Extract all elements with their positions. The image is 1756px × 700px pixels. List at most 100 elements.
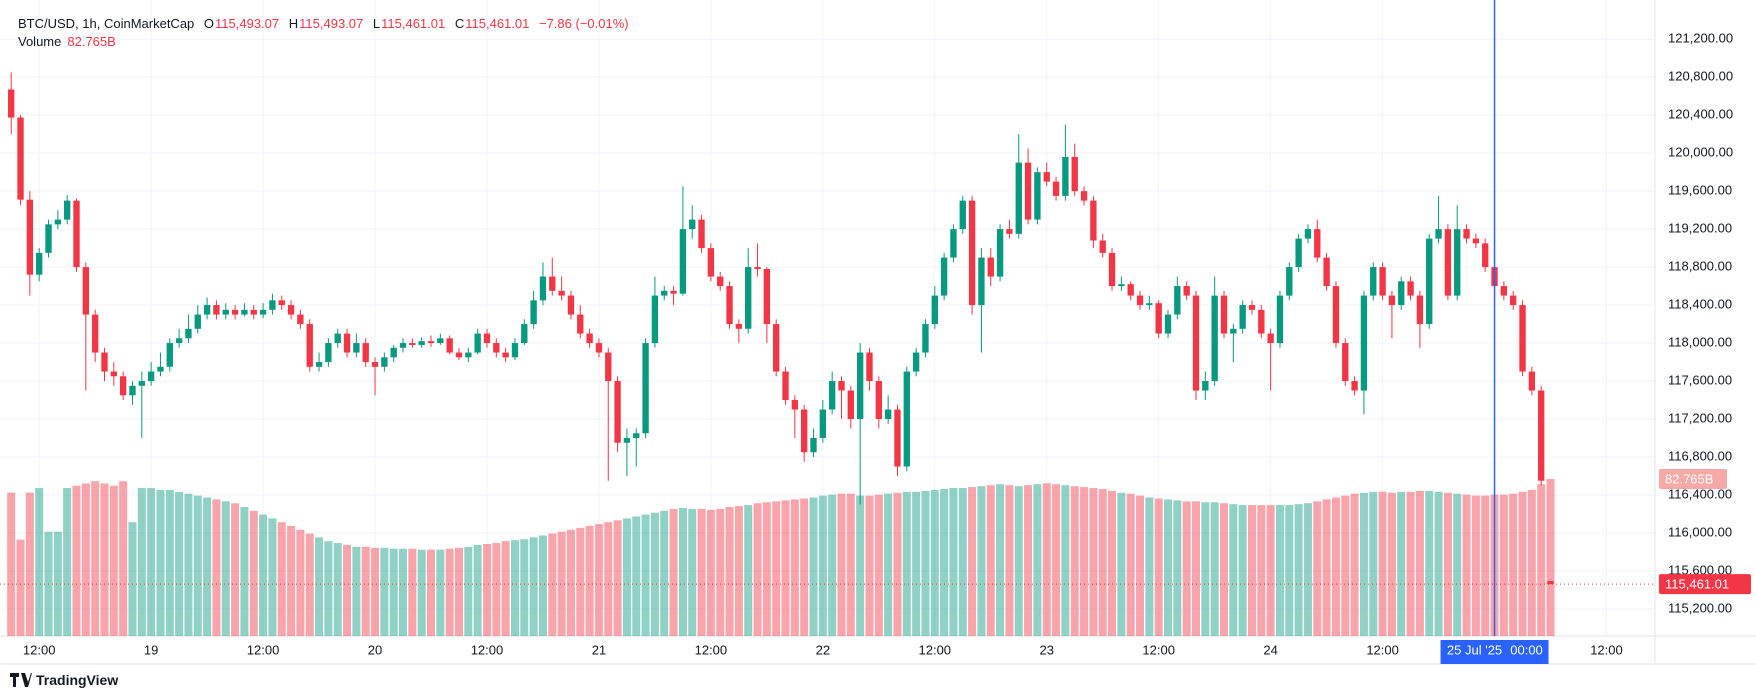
candle-body [241,309,248,315]
volume-bar [641,514,650,636]
y-tick-label: 116,000.00 [1668,524,1732,539]
candle-body [968,200,976,306]
candle-body [427,341,435,344]
volume-bar [800,498,809,636]
candle-body [763,268,771,325]
volume-bar [520,539,529,636]
branding-text: TradingView [36,672,119,688]
candle-body [1136,295,1144,306]
volume-bar [734,506,743,636]
candle-body [1426,238,1433,325]
candle-body [745,267,752,329]
candle-body [987,257,994,277]
candle-body [810,438,817,453]
candle-body [1407,281,1414,296]
volume-bar [1238,505,1247,636]
volume-bar [1275,505,1284,636]
candle-body [539,276,547,301]
candle-body [455,352,463,358]
volume-bar [436,549,445,636]
y-tick-label: 118,800.00 [1668,259,1732,274]
x-tick-label: 12:00 [695,642,728,657]
volume-bar [175,491,184,636]
volume-bar [968,487,977,636]
volume-bar [1285,505,1294,636]
candle-body [717,276,724,287]
volume-bar [996,484,1005,636]
candle-body [73,200,80,268]
candle-body [1472,238,1480,244]
candle-body [819,409,827,439]
candle-body [269,300,276,310]
volume-bar [1229,504,1238,636]
y-tick-label: 116,400.00 [1668,486,1732,501]
candle-body [698,219,705,249]
volume-bar [986,485,995,636]
candle-body [1099,240,1106,253]
last-price-label: 115,461.01 [1665,577,1729,592]
candle-body [1351,381,1358,391]
volume-bar [837,493,846,636]
candle-body [1164,314,1172,334]
volume-bar [781,500,790,636]
volume-bar [53,531,62,636]
volume-bar [1509,493,1518,636]
volume-bar [1033,484,1042,636]
volume-bar [790,499,799,636]
candle-body [1052,181,1060,196]
candle-body [147,371,155,382]
candle-body [390,347,397,358]
field-key: C [454,16,465,31]
y-tick-label: 119,600.00 [1668,183,1732,198]
volume-bar [893,492,902,636]
candle-body [1510,295,1517,306]
candle-body [996,229,1004,277]
volume-bar [510,540,519,636]
volume-bar [1173,500,1182,636]
change: −7.86 (−0.01%) [538,16,629,31]
candle-body [567,295,575,315]
candle-body [791,400,799,410]
candle-body [1416,295,1424,325]
candle-body [754,267,761,269]
candle-body [1024,162,1032,220]
candle-body [1379,267,1386,296]
candle-body [381,357,388,367]
volume-bar [753,503,762,636]
candle-body [82,267,90,315]
volume-bar [1136,495,1145,636]
candle-body [157,366,164,372]
volume-bar [361,546,370,636]
volume-bar [1518,491,1527,636]
volume-bar [706,509,715,636]
candle-body [1314,229,1321,258]
candle-body [670,290,677,294]
candle-body [1286,267,1293,296]
volume-bar [399,548,408,636]
volume-bar [1527,489,1536,636]
volume-bar [846,493,855,636]
candle-body [343,333,351,353]
candle-body [940,257,948,296]
volume-bar [613,520,622,636]
candle-body [1500,286,1508,296]
candle-body [1006,229,1013,234]
volume-bar [203,497,212,636]
volume-bar [865,495,874,636]
volume-bar [315,537,324,636]
volume-bar [1369,491,1378,636]
candle-body [213,305,220,315]
candle-body [91,314,99,353]
field-value: 115,493.07 [299,16,364,31]
volume-name: Volume [18,34,62,49]
volume-bar [1164,499,1173,636]
volume-bar [828,494,837,636]
symbol: BTC/USD, 1h, CoinMarketCap [18,16,195,31]
crosshair-date: 25 Jul '25 [1447,642,1502,657]
volume-bar [1499,494,1508,636]
volume-bar [1331,497,1340,636]
volume-bar [305,533,314,636]
volume-bar [156,489,165,636]
volume-bar [1313,501,1322,636]
volume-bar [632,516,641,636]
